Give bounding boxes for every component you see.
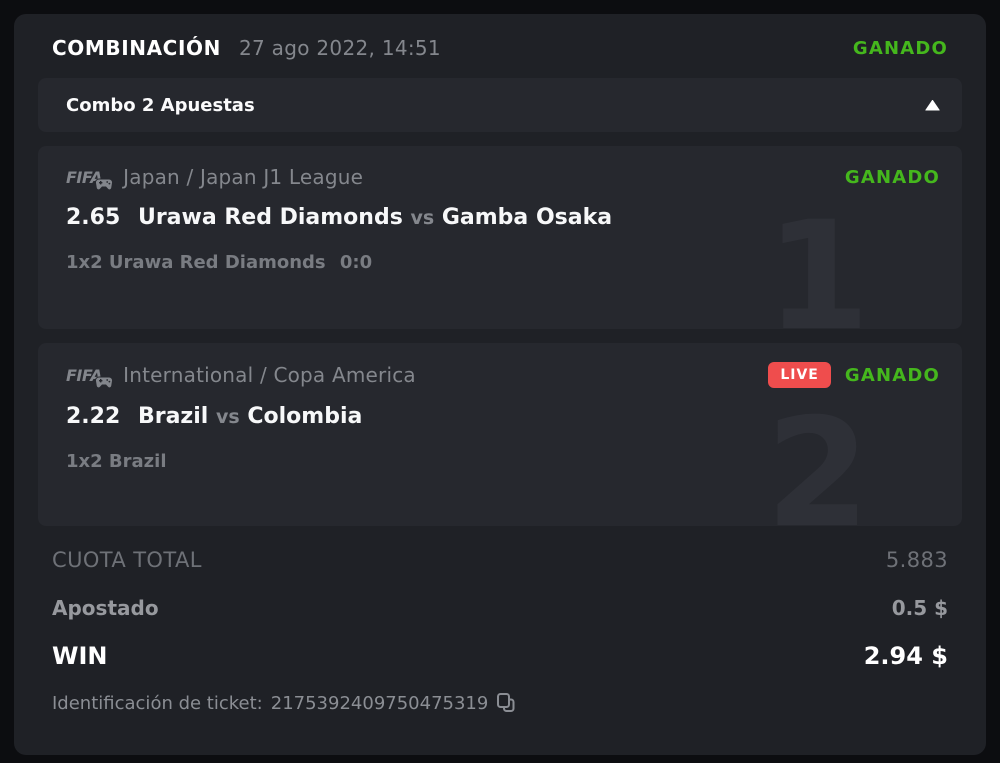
combo-collapse-row[interactable]: Combo 2 Apuestas — [38, 78, 962, 132]
bet-selection-line: 1x2 Brazil — [66, 451, 940, 472]
chevron-up-icon[interactable] — [925, 99, 940, 111]
bet-odds: 2.22 — [66, 404, 121, 429]
total-odds-value: 5.883 — [885, 548, 948, 572]
ticket-type-title: COMBINACIÓN — [52, 36, 221, 60]
bet-card-2: 2 FIFA International / Copa America LIVE… — [38, 343, 962, 526]
bet-card-1: 1 FIFA Japan / Japan J1 League GANADO 2.… — [38, 146, 962, 329]
bet-selection-line: 1x2 Urawa Red Diamonds 0:0 — [66, 252, 940, 273]
bet-selection: 1x2 Urawa Red Diamonds — [66, 252, 326, 273]
staked-value: 0.5 $ — [891, 596, 948, 620]
bet-home-team: Brazil — [137, 404, 209, 429]
bet-match-line: 2.22 Brazil vs Colombia — [66, 404, 940, 429]
staked-label: Apostado — [52, 596, 159, 620]
fifa-esports-icon: FIFA — [66, 168, 114, 190]
ticket-status-badge: GANADO — [852, 37, 948, 59]
combo-label: Combo 2 Apuestas — [66, 94, 255, 116]
total-odds-label: CUOTA TOTAL — [52, 548, 202, 572]
gamepad-icon — [95, 375, 114, 388]
vs-separator: vs — [410, 207, 435, 229]
live-badge: LIVE — [768, 362, 831, 388]
bet-league: International / Copa America — [123, 363, 416, 387]
win-label: WIN — [52, 642, 108, 670]
bet-home-team: Urawa Red Diamonds — [137, 205, 403, 230]
fifa-esports-icon: FIFA — [66, 366, 114, 388]
bet-index-watermark: 2 — [765, 387, 870, 526]
win-value: 2.94 $ — [863, 642, 948, 670]
ticket-header: COMBINACIÓN 27 ago 2022, 14:51 GANADO — [14, 14, 986, 78]
bet-status-badge: GANADO — [844, 166, 940, 188]
ticket-id-label: Identificación de ticket: — [52, 692, 263, 714]
ticket-id-row: Identificación de ticket: 21753924097504… — [52, 692, 948, 714]
bet-ticket-card: COMBINACIÓN 27 ago 2022, 14:51 GANADO Co… — [14, 14, 986, 755]
gamepad-icon — [95, 177, 114, 190]
bet-odds: 2.65 — [66, 205, 121, 230]
bet-score: 0:0 — [339, 252, 373, 273]
bet-league: Japan / Japan J1 League — [123, 165, 364, 189]
ticket-id-value: 2175392409750475319 — [270, 692, 489, 714]
total-odds-row: CUOTA TOTAL 5.883 — [52, 548, 948, 572]
bet-match-line: 2.65 Urawa Red Diamonds vs Gamba Osaka — [66, 205, 940, 230]
vs-separator: vs — [215, 406, 240, 428]
bet-away-team: Colombia — [247, 404, 363, 429]
win-row: WIN 2.94 $ — [52, 642, 948, 670]
staked-row: Apostado 0.5 $ — [52, 596, 948, 620]
ticket-summary: CUOTA TOTAL 5.883 Apostado 0.5 $ WIN 2.9… — [14, 526, 986, 714]
bet-selection: 1x2 Brazil — [66, 451, 167, 472]
copy-icon[interactable] — [496, 692, 516, 714]
bet-away-team: Gamba Osaka — [441, 205, 613, 230]
ticket-datetime: 27 ago 2022, 14:51 — [238, 36, 441, 60]
bet-index-watermark: 1 — [765, 190, 870, 329]
bet-status-badge: GANADO — [844, 364, 940, 386]
